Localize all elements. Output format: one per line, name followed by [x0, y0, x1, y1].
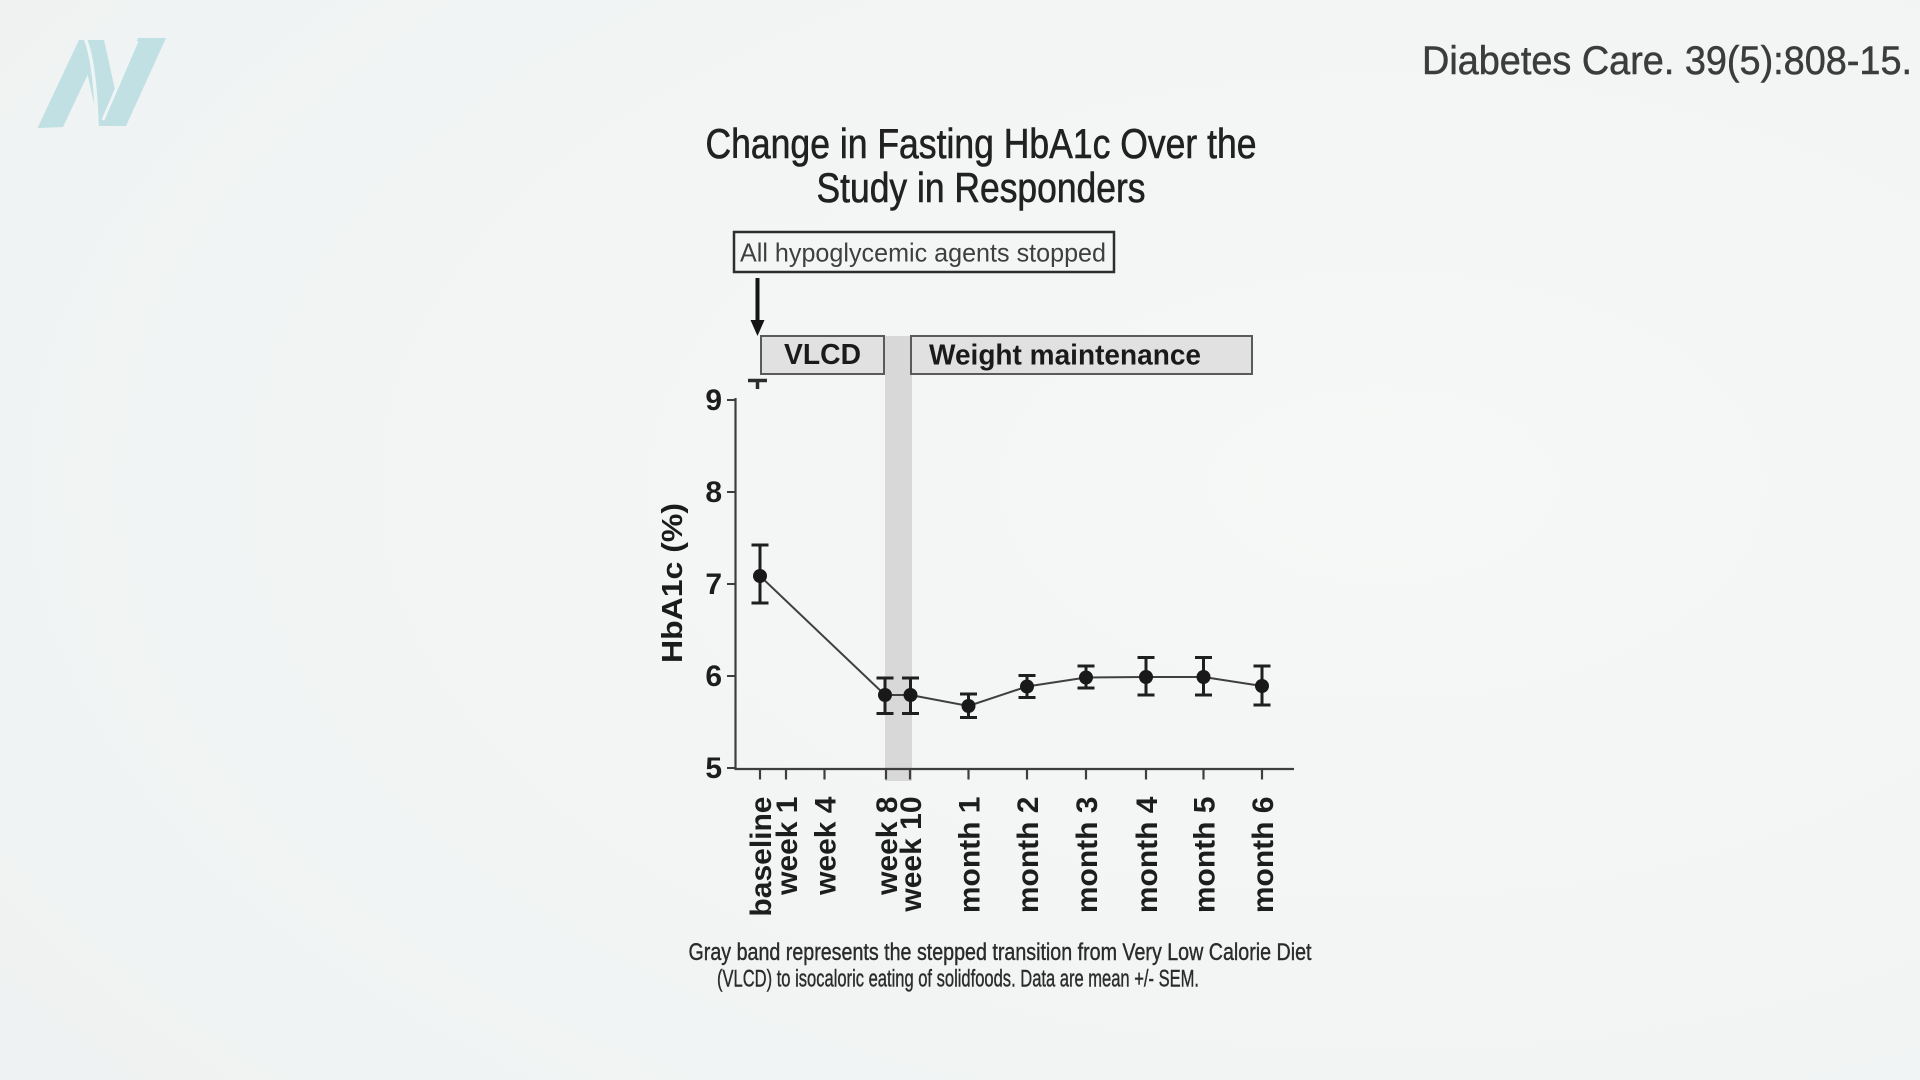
svg-text:month 5: month 5 — [1189, 797, 1222, 914]
svg-text:Study in Responders: Study in Responders — [817, 164, 1146, 211]
svg-text:Gray band represents the stepp: Gray band represents the stepped transit… — [689, 939, 1312, 966]
svg-text:VLCD: VLCD — [784, 339, 861, 371]
svg-text:Weight maintenance: Weight maintenance — [929, 340, 1201, 372]
svg-text:baseline: baseline — [745, 797, 778, 917]
svg-text:week 4: week 4 — [810, 796, 843, 896]
svg-text:month 3: month 3 — [1071, 797, 1104, 914]
svg-text:week 1: week 1 — [771, 797, 804, 896]
svg-text:(VLCD) to isocaloric eating of: (VLCD) to isocaloric eating of solidfood… — [717, 966, 1199, 993]
svg-text:week 8: week 8 — [871, 797, 904, 896]
svg-text:HbA1c (%): HbA1c (%) — [657, 503, 689, 663]
svg-text:6: 6 — [705, 660, 722, 693]
svg-text:week 10: week 10 — [895, 797, 928, 913]
svg-text:Change in Fasting HbA1c Over t: Change in Fasting HbA1c Over the — [706, 120, 1257, 167]
svg-text:month 2: month 2 — [1012, 797, 1045, 914]
svg-text:All hypoglycemic agents stoppe: All hypoglycemic agents stopped — [740, 238, 1106, 268]
svg-text:8: 8 — [705, 476, 722, 509]
svg-text:9: 9 — [705, 384, 722, 417]
svg-text:month 1: month 1 — [954, 797, 987, 914]
svg-text:month 4: month 4 — [1131, 796, 1164, 913]
svg-text:7: 7 — [705, 568, 722, 601]
svg-text:month 6: month 6 — [1247, 797, 1280, 914]
svg-text:5: 5 — [705, 752, 722, 785]
svg-text:Diabetes Care. 39(5):808-15.: Diabetes Care. 39(5):808-15. — [1422, 39, 1912, 83]
